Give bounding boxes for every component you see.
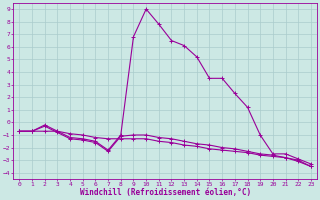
X-axis label: Windchill (Refroidissement éolien,°C): Windchill (Refroidissement éolien,°C) [80, 188, 251, 197]
